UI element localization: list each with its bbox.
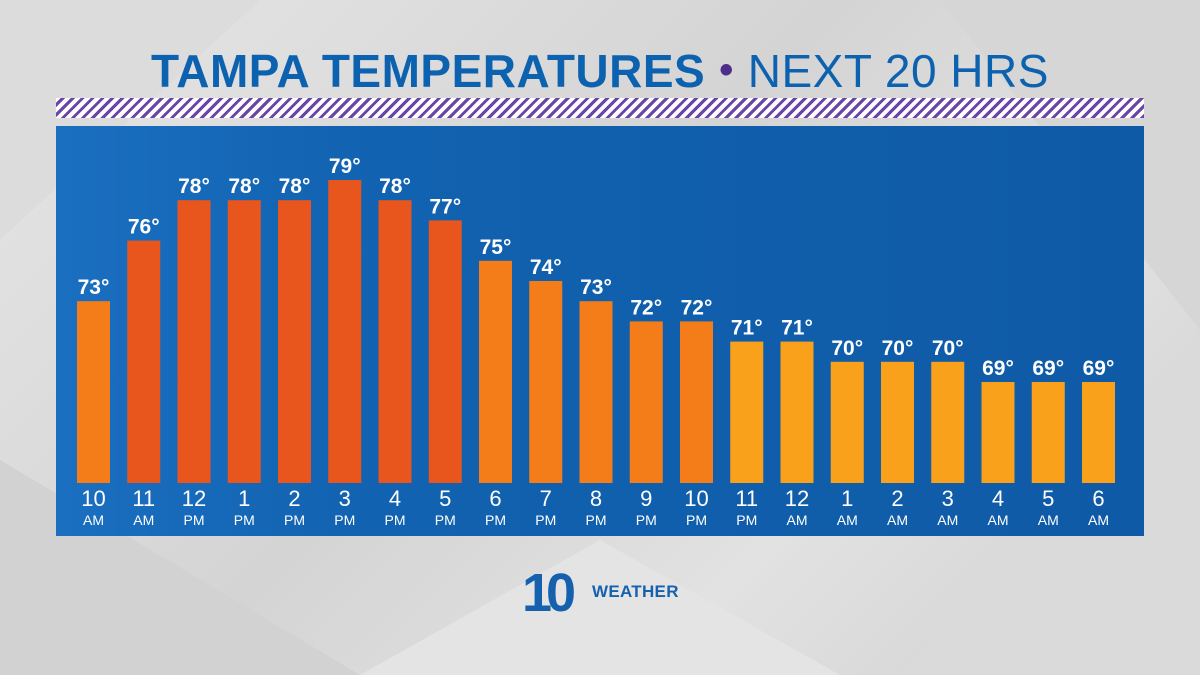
bar-value-label-16: 70° <box>882 337 914 360</box>
x-tick-period-20: AM <box>1088 512 1109 528</box>
bar-12 <box>680 321 713 483</box>
bar-1 <box>127 240 161 483</box>
x-tick-hour-16: 2 <box>891 486 903 511</box>
x-tick-period-5: PM <box>334 512 355 528</box>
x-tick-hour-19: 5 <box>1042 486 1054 511</box>
x-tick-period-14: AM <box>787 512 808 528</box>
bar-0 <box>77 301 110 483</box>
x-tick-hour-2: 12 <box>182 486 206 511</box>
bar-value-label-0: 73° <box>78 276 110 299</box>
bar-value-label-4: 78° <box>279 175 311 198</box>
bar-value-label-19: 69° <box>1032 357 1064 380</box>
bar-8 <box>479 260 512 483</box>
x-tick-period-16: AM <box>887 512 908 528</box>
title-separator-dot: • <box>719 48 734 92</box>
x-tick-period-4: PM <box>284 512 305 528</box>
bar-value-label-10: 73° <box>580 276 612 299</box>
logo-number: 10 <box>522 565 574 615</box>
x-tick-hour-5: 3 <box>339 486 351 511</box>
x-tick-hour-8: 6 <box>489 486 501 511</box>
bar-3 <box>227 200 261 483</box>
bar-11 <box>629 321 663 483</box>
title-underline-stripe <box>56 98 1144 118</box>
bar-value-label-11: 72° <box>630 296 662 319</box>
x-tick-hour-4: 2 <box>288 486 300 511</box>
bar-20 <box>1082 382 1115 483</box>
bar-13 <box>730 341 764 483</box>
x-tick-period-10: PM <box>586 512 607 528</box>
x-tick-hour-12: 10 <box>684 486 708 511</box>
x-tick-hour-14: 12 <box>785 486 809 511</box>
bar-5 <box>328 180 362 483</box>
x-tick-period-17: AM <box>937 512 958 528</box>
x-tick-period-19: AM <box>1038 512 1059 528</box>
x-tick-period-2: PM <box>184 512 205 528</box>
bar-19 <box>1031 382 1065 483</box>
bar-value-label-1: 76° <box>128 216 160 239</box>
bar-18 <box>981 382 1015 483</box>
x-tick-period-7: PM <box>435 512 456 528</box>
x-tick-hour-1: 11 <box>132 486 155 511</box>
bar-value-label-8: 75° <box>480 236 512 259</box>
x-tick-hour-18: 4 <box>992 486 1004 511</box>
bar-value-label-20: 69° <box>1083 357 1115 380</box>
bar-value-label-5: 79° <box>329 155 361 178</box>
x-tick-hour-0: 10 <box>81 486 105 511</box>
bar-value-label-2: 78° <box>178 175 210 198</box>
bar-value-label-17: 70° <box>932 337 964 360</box>
bar-value-label-15: 70° <box>831 337 863 360</box>
x-tick-period-1: AM <box>133 512 154 528</box>
bar-value-label-12: 72° <box>681 296 713 319</box>
bar-14 <box>780 341 814 483</box>
x-tick-period-11: PM <box>636 512 657 528</box>
x-tick-hour-9: 7 <box>540 486 552 511</box>
station-logo-10-icon: 10 <box>522 565 580 615</box>
bar-9 <box>529 281 563 483</box>
x-tick-hour-20: 6 <box>1092 486 1104 511</box>
x-tick-period-13: PM <box>736 512 757 528</box>
bar-value-label-3: 78° <box>228 175 260 198</box>
bar-10 <box>579 301 613 483</box>
title-subtitle: NEXT 20 HRS <box>747 45 1049 97</box>
bar-value-label-6: 78° <box>379 175 411 198</box>
x-tick-hour-10: 8 <box>590 486 602 511</box>
x-tick-period-15: AM <box>837 512 858 528</box>
x-tick-period-12: PM <box>686 512 707 528</box>
x-tick-hour-7: 5 <box>439 486 451 511</box>
bar-7 <box>428 220 462 483</box>
logo-weather-text: WEATHER <box>592 582 679 601</box>
x-tick-period-3: PM <box>234 512 255 528</box>
bar-value-label-7: 77° <box>429 195 461 218</box>
x-tick-hour-15: 1 <box>841 486 853 511</box>
title-main: TAMPA TEMPERATURES <box>151 45 706 97</box>
bar-value-label-9: 74° <box>530 256 562 279</box>
bar-value-label-14: 71° <box>781 317 813 340</box>
x-tick-period-0: AM <box>83 512 104 528</box>
chart-panel: 73° 10 AM 76° 11 AM 78° 12 PM 78° 1 PM 78° 2 PM 79° 3 PM 7… <box>56 126 1144 536</box>
bar-2 <box>177 200 211 483</box>
x-tick-period-9: PM <box>535 512 556 528</box>
bar-16 <box>881 361 914 483</box>
x-tick-hour-13: 11 <box>735 486 758 511</box>
x-tick-hour-11: 9 <box>640 486 652 511</box>
chart-title: TAMPA TEMPERATURES • NEXT 20 HRS <box>0 44 1200 98</box>
x-tick-hour-17: 3 <box>942 486 954 511</box>
temperature-bar-chart: 73°10AM76°11AM78°12PM78°1PM78°2PM79°3PM7… <box>77 155 1115 528</box>
bar-6 <box>378 200 412 483</box>
bar-4 <box>278 200 311 483</box>
x-tick-hour-3: 1 <box>238 486 250 511</box>
x-tick-period-18: AM <box>988 512 1009 528</box>
x-tick-period-8: PM <box>485 512 506 528</box>
bar-15 <box>830 361 864 483</box>
x-tick-period-6: PM <box>385 512 406 528</box>
bar-value-label-18: 69° <box>982 357 1014 380</box>
bar-value-label-13: 71° <box>731 317 763 340</box>
bar-17 <box>931 361 965 483</box>
x-tick-hour-6: 4 <box>389 486 401 511</box>
